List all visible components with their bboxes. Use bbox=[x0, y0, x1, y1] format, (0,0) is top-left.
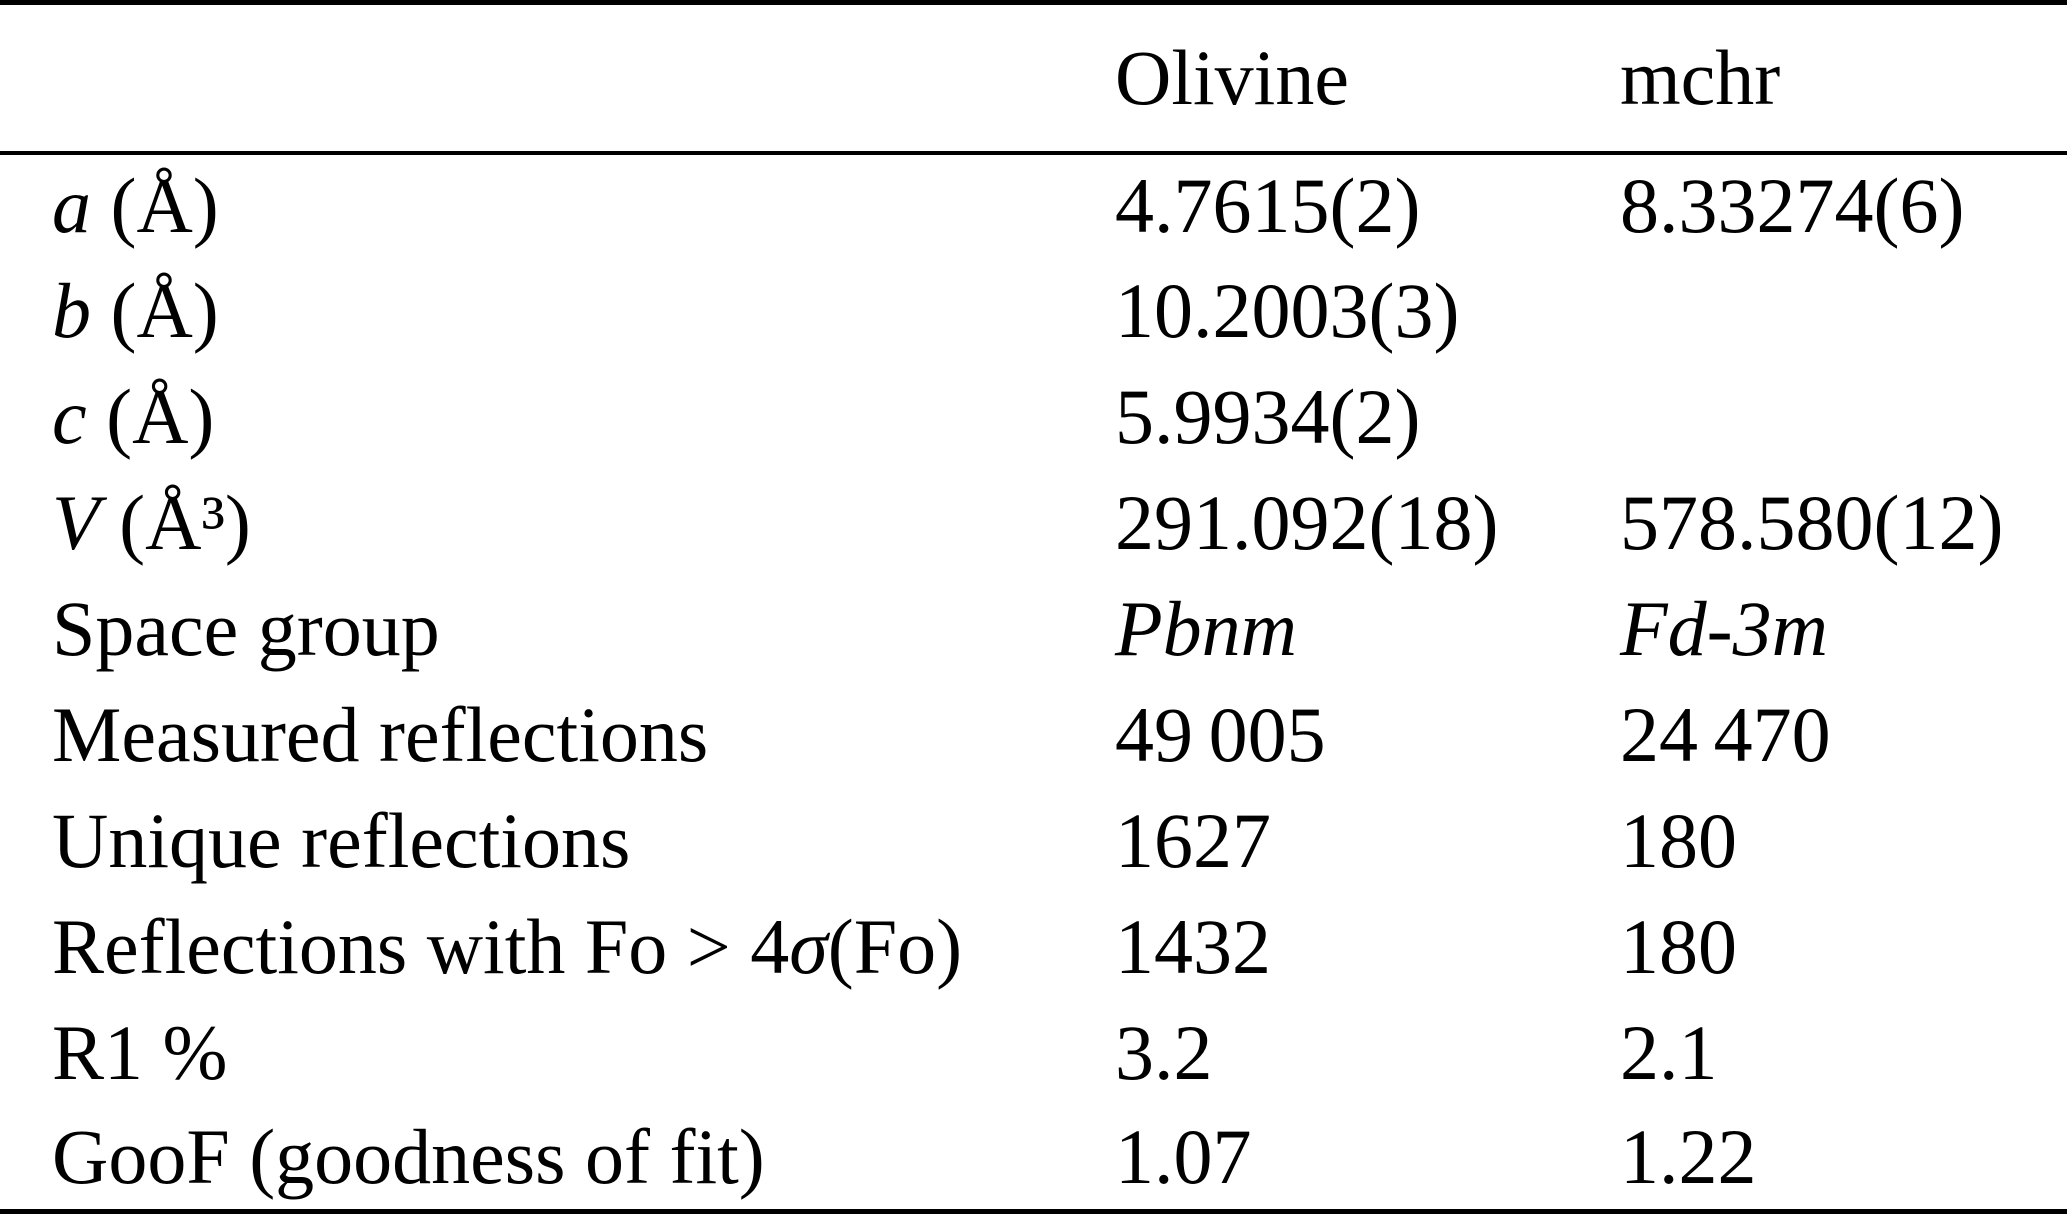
mchr-value: 24 470 bbox=[1620, 690, 1831, 778]
row-label-variable: V bbox=[52, 479, 100, 567]
table-row-volume: V (Å³) 291.092(18) 578.580(12) bbox=[0, 470, 2067, 576]
mchr-value: Fd-3m bbox=[1620, 585, 1828, 672]
mchr-value: 2.1 bbox=[1620, 1008, 1718, 1096]
table-row-b: b (Å) 10.2003(3) bbox=[0, 258, 2067, 364]
olivine-value: Pbnm bbox=[1115, 585, 1297, 672]
table-row-a: a (Å) 4.7615(2) 8.33274(6) bbox=[0, 153, 2067, 259]
row-label-pre: GooF (goodness of fit) bbox=[52, 1113, 765, 1201]
row-label: b (Å) bbox=[0, 258, 1115, 364]
row-label-variable: a bbox=[52, 162, 91, 250]
header-olivine: Olivine bbox=[1115, 33, 1349, 121]
table-row-unique-reflections: Unique reflections 1627 180 bbox=[0, 788, 2067, 894]
row-label: Measured reflections bbox=[0, 682, 1115, 788]
olivine-value: 10.2003(3) bbox=[1115, 267, 1460, 355]
row-label: V (Å³) bbox=[0, 470, 1115, 576]
row-label-unit: (Å) bbox=[91, 267, 219, 355]
row-label-pre: Measured reflections bbox=[52, 690, 709, 778]
table-row-reflections-fo: Reflections with Fo > 4σ(Fo) 1432 180 bbox=[0, 894, 2067, 1000]
olivine-value: 5.9934(2) bbox=[1115, 373, 1421, 461]
mchr-value: 8.33274(6) bbox=[1620, 162, 1965, 250]
row-label-unit: (Å³) bbox=[99, 479, 251, 567]
mchr-value bbox=[1620, 258, 2067, 364]
mchr-value: 578.580(12) bbox=[1620, 479, 2004, 567]
table-row-c: c (Å) 5.9934(2) bbox=[0, 364, 2067, 470]
olivine-value: 291.092(18) bbox=[1115, 479, 1499, 567]
table-row-measured-reflections: Measured reflections 49 005 24 470 bbox=[0, 682, 2067, 788]
row-label: a (Å) bbox=[0, 153, 1115, 259]
table-row-goof: GooF (goodness of fit) 1.07 1.22 bbox=[0, 1106, 2067, 1212]
mchr-value: 180 bbox=[1620, 902, 1737, 990]
header-empty-cell bbox=[0, 3, 1115, 153]
row-label: Space group bbox=[0, 576, 1115, 682]
mchr-value: 180 bbox=[1620, 796, 1737, 884]
row-label: Reflections with Fo > 4σ(Fo) bbox=[0, 894, 1115, 1000]
row-label-variable: c bbox=[52, 373, 87, 461]
row-label-unit: (Å) bbox=[86, 373, 215, 461]
row-label-pre: R1 % bbox=[52, 1008, 228, 1096]
header-mchr: mchr bbox=[1620, 33, 1781, 121]
row-label-variable: b bbox=[52, 267, 91, 355]
olivine-value: 1432 bbox=[1115, 902, 1271, 990]
table-row-r1: R1 % 3.2 2.1 bbox=[0, 1000, 2067, 1106]
mchr-value: 1.22 bbox=[1620, 1113, 1757, 1201]
olivine-value: 4.7615(2) bbox=[1115, 162, 1421, 250]
table-row-space-group: Space group Pbnm Fd-3m bbox=[0, 576, 2067, 682]
row-label-unit: (Å) bbox=[91, 162, 219, 250]
row-label: GooF (goodness of fit) bbox=[0, 1106, 1115, 1212]
row-label-pre: Space group bbox=[52, 585, 440, 672]
row-label-unit: (Fo) bbox=[827, 902, 963, 990]
row-label: c (Å) bbox=[0, 364, 1115, 470]
olivine-value: 3.2 bbox=[1115, 1008, 1213, 1096]
row-label-pre: Reflections with Fo > 4 bbox=[52, 902, 790, 990]
header-row: Olivine mchr bbox=[0, 3, 2067, 153]
row-label-variable: σ bbox=[789, 902, 828, 990]
olivine-value: 1627 bbox=[1115, 796, 1271, 884]
row-label-pre: Unique reflections bbox=[52, 796, 631, 884]
row-label: Unique reflections bbox=[0, 788, 1115, 894]
row-label: R1 % bbox=[0, 1000, 1115, 1106]
mchr-value bbox=[1620, 364, 2067, 470]
olivine-value: 49 005 bbox=[1115, 690, 1326, 778]
olivine-value: 1.07 bbox=[1115, 1113, 1252, 1201]
